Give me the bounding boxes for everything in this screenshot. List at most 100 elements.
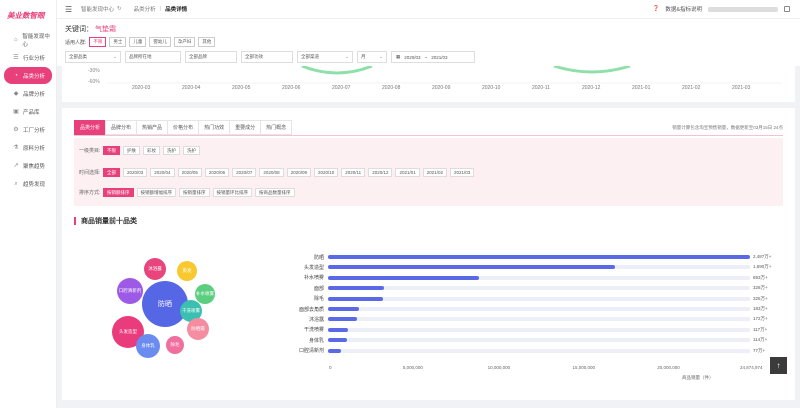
bar[interactable] xyxy=(328,338,348,343)
back-to-top-button[interactable]: ↑ xyxy=(770,357,787,374)
sort-chip[interactable]: 按销量环比排序 xyxy=(212,188,252,197)
help-link[interactable]: 数据&指标说明 xyxy=(665,7,702,13)
sort-chip[interactable]: 按商品数量排序 xyxy=(255,188,295,197)
bubble-6[interactable]: 口腔清新剂 xyxy=(117,278,143,304)
bar[interactable] xyxy=(328,317,358,322)
tab-0[interactable]: 品类分析 xyxy=(74,120,107,135)
sidebar-item-0[interactable]: ⌂ 智能发现中心 xyxy=(4,31,52,48)
breadcrumb-item-2[interactable]: 品类分析 xyxy=(133,7,156,13)
time-chip[interactable]: 2021/02 xyxy=(422,168,448,177)
sort-chip[interactable]: 按销额增幅排序 xyxy=(136,188,176,197)
time-chip[interactable]: 2020/04 xyxy=(150,168,175,177)
breadcrumb-item-1[interactable]: 智能发现中心 xyxy=(81,7,115,13)
bar[interactable] xyxy=(328,327,348,332)
bar[interactable] xyxy=(328,275,480,280)
level1-chip[interactable]: 洗护 xyxy=(163,146,180,155)
crowd-chip[interactable]: 不限 xyxy=(89,37,107,47)
time-chip[interactable]: 2020/12 xyxy=(368,168,393,177)
sidebar-item-2[interactable]: ◔ 品类分析 xyxy=(4,67,52,84)
crowd-chip[interactable]: 儿童 xyxy=(129,37,147,47)
bar[interactable] xyxy=(328,296,384,301)
bubble-3[interactable]: 染发 xyxy=(177,261,197,281)
tab-3[interactable]: 价格分布 xyxy=(167,120,200,135)
sidebar-item-8[interactable]: ⌕ 趋势发现 xyxy=(4,175,52,192)
menu-toggle-icon[interactable]: ☰ xyxy=(65,4,73,14)
sidebar-item-5[interactable]: ⚙ 工厂分析 xyxy=(4,121,52,138)
tab-6[interactable]: 热门概念 xyxy=(260,120,293,135)
sidebar-item-label: 产品库 xyxy=(23,109,40,116)
crowd-chip[interactable]: 孕产妇 xyxy=(173,37,196,47)
sidebar-item-4[interactable]: ▣ 产品库 xyxy=(4,103,52,120)
time-chip[interactable]: 2020/09 xyxy=(286,168,311,177)
analysis-tabs: 品类分析 品牌分布 热销产品 价格分布 热门功效 重要成分 热门概念 xyxy=(74,120,293,135)
time-chip[interactable]: 2020/11 xyxy=(341,168,366,177)
period-select[interactable]: 月 ⌄ xyxy=(357,51,387,63)
help-icon[interactable]: ❓ xyxy=(652,6,660,12)
crowd-chip[interactable]: 男士 xyxy=(109,37,127,47)
x-tick-label: 20,000,000 xyxy=(657,365,680,370)
time-chip[interactable]: 2020/03 xyxy=(123,168,148,177)
level1-chip[interactable]: 护肤 xyxy=(123,146,140,155)
factory-icon: ⚙ xyxy=(13,126,19,133)
time-chip[interactable]: 全部 xyxy=(103,168,120,177)
tab-4[interactable]: 热门功效 xyxy=(198,120,231,135)
bubble-2[interactable]: 沐浴露 xyxy=(144,258,166,280)
level1-chip[interactable]: 不限 xyxy=(103,146,120,155)
bubble-4[interactable]: 补水喷雾 xyxy=(195,284,215,304)
bar[interactable] xyxy=(328,255,750,259)
effect-select[interactable]: 全部功效 xyxy=(241,51,293,63)
brand-origin-input[interactable]: 品牌所在地 xyxy=(125,51,181,63)
date-range-picker[interactable]: ▦ 2020/03 ~2021/03 xyxy=(391,51,475,63)
bar[interactable] xyxy=(328,265,615,270)
bubble-5[interactable]: 干洗喷雾 xyxy=(180,300,202,322)
sort-chip[interactable]: 按销量排序 xyxy=(179,188,210,197)
sidebar-item-label: 行业分析 xyxy=(23,55,46,62)
sidebar-item-6[interactable]: ⚗ 原料分析 xyxy=(4,139,52,156)
tab-1[interactable]: 品牌分布 xyxy=(105,120,138,135)
category-bubble-chart: 防晒 头发造型 沐浴露 染发 补水喷雾 干洗喷雾 口腔清新剂 防晒霜 除毛 身体乳 xyxy=(102,256,222,381)
sort-chip[interactable]: 按销额排序 xyxy=(103,188,134,197)
crowd-chip[interactable]: 其他 xyxy=(198,37,216,47)
fullscreen-icon[interactable] xyxy=(784,6,790,12)
time-chip[interactable]: 2021/01 xyxy=(395,168,420,177)
bubble-7[interactable]: 防晒霜 xyxy=(187,318,209,340)
tab-2[interactable]: 热销产品 xyxy=(136,120,169,135)
sidebar-item-7[interactable]: ↗ 聚焦趋势 xyxy=(4,157,52,174)
sidebar-item-label: 趋势发现 xyxy=(23,181,46,188)
crowd-label: 适用人群: xyxy=(65,39,87,46)
level1-chip[interactable]: 彩妆 xyxy=(143,146,160,155)
time-chip[interactable]: 2020/10 xyxy=(313,168,339,177)
time-chip[interactable]: 2021/03 xyxy=(450,168,475,177)
bubble-12[interactable]: 身体乳 xyxy=(136,334,160,358)
brand-logo[interactable]: 美业数智眼 xyxy=(7,10,45,20)
channel-select[interactable]: 全部渠道 ⌄ xyxy=(297,51,353,63)
sidebar-item-label: 聚焦趋势 xyxy=(23,163,46,170)
bar-value-label: 328万+ xyxy=(753,285,768,291)
time-chip[interactable]: 2020/07 xyxy=(232,168,257,177)
crowd-chip[interactable]: 婴幼儿 xyxy=(149,37,171,47)
trend-series-green xyxy=(553,66,631,74)
user-name[interactable] xyxy=(708,6,778,12)
sidebar-item-1[interactable]: ☰ 行业分析 xyxy=(4,49,52,66)
bar[interactable] xyxy=(328,286,384,291)
bar-value-label: 1,690万+ xyxy=(753,264,772,270)
tab-5[interactable]: 重要成分 xyxy=(229,120,262,135)
category-select[interactable]: 全部品类 ⌄ xyxy=(65,51,121,63)
bar[interactable] xyxy=(328,307,360,311)
bar[interactable] xyxy=(328,348,342,353)
box-icon: ▣ xyxy=(13,108,19,115)
time-chip[interactable]: 2020/06 xyxy=(204,168,230,177)
sidebar-item-3[interactable]: ◆ 品牌分析 xyxy=(4,85,52,102)
chart-icon: ◔ xyxy=(14,72,18,79)
level1-chip[interactable]: 洗护 xyxy=(183,146,200,155)
keyword-value: 气垫霜 xyxy=(95,26,116,33)
time-chip[interactable]: 2020/08 xyxy=(259,168,284,177)
bar-row: 头发造型 1,690万+ xyxy=(284,263,789,271)
refresh-icon[interactable]: ↻ xyxy=(117,6,122,12)
sidebar-item-label: 品牌分析 xyxy=(23,91,46,98)
time-chip[interactable]: 2020/05 xyxy=(177,168,202,177)
brand-select[interactable]: 全部品牌 xyxy=(185,51,237,63)
bubble-0[interactable]: 防晒 xyxy=(142,281,188,327)
bubble-9[interactable]: 除毛 xyxy=(166,336,184,354)
trend-chart-svg xyxy=(107,66,782,84)
